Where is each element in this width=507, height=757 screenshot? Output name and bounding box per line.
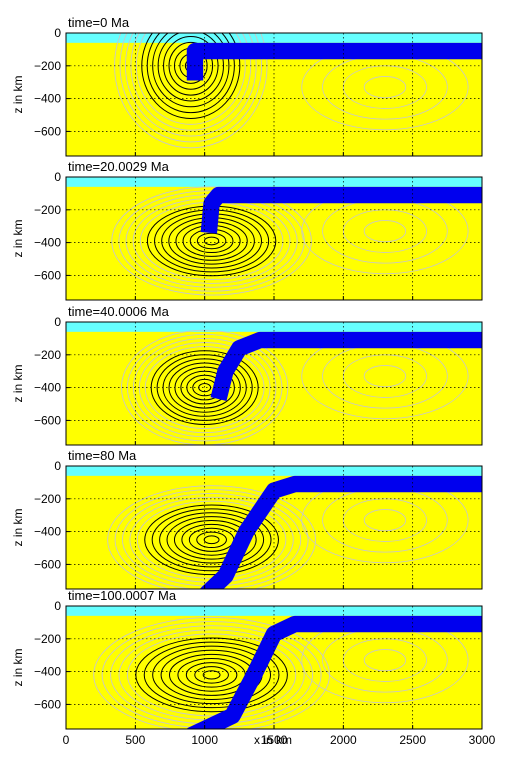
stream-contour — [141, 33, 241, 119]
stream-contour — [151, 508, 272, 572]
y-tick-label: −200 — [34, 59, 61, 73]
stream-contour — [196, 232, 227, 250]
stream-contour — [107, 485, 317, 589]
y-tick-label: −200 — [34, 203, 61, 217]
y-tick-label: −600 — [34, 557, 61, 571]
y-axis-label: z in km — [11, 648, 25, 686]
y-tick-label: 0 — [54, 459, 61, 473]
plot-area — [66, 177, 482, 300]
y-tick-label: −200 — [34, 632, 61, 646]
stream-contour — [185, 662, 238, 688]
stream-contour — [143, 641, 280, 709]
panel-title: time=20.0029 Ma — [68, 159, 170, 174]
stream-contour — [126, 633, 297, 717]
secondary-contour — [363, 509, 407, 532]
y-tick-label: −200 — [34, 348, 61, 362]
x-tick-label: 3000 — [469, 733, 496, 747]
x-tick-label: 2000 — [330, 733, 357, 747]
secondary-contour — [363, 76, 407, 99]
y-tick-label: 0 — [54, 170, 61, 184]
stream-contour — [196, 531, 227, 549]
panel-title: time=80 Ma — [68, 448, 137, 463]
plot-area — [66, 322, 482, 445]
y-tick-label: 0 — [54, 26, 61, 40]
y-axis-label: z in km — [11, 508, 25, 546]
plot-area — [66, 606, 482, 729]
x-tick-label: 1000 — [191, 733, 218, 747]
secondary-contour — [363, 220, 407, 243]
y-tick-label: −600 — [34, 124, 61, 138]
stream-contour — [166, 516, 257, 564]
panel-1: time=0 Ma 0 −200 −400 −600 z in km — [11, 15, 483, 157]
y-tick-label: 0 — [54, 599, 61, 613]
y-axis-label: z in km — [11, 364, 25, 402]
x-tick-label: 2500 — [399, 733, 426, 747]
panel-title: time=40.0006 Ma — [68, 304, 170, 319]
stream-contour — [135, 33, 246, 125]
stream-contour — [159, 512, 265, 568]
slab — [199, 475, 482, 589]
panel-3: time=40.0006 Ma 0 −200 −400 −600 z in km — [11, 304, 483, 446]
stream-contour — [203, 535, 220, 545]
y-axis-label: z in km — [11, 219, 25, 257]
x-tick-label: 500 — [125, 733, 145, 747]
panel-4: time=80 Ma 0 −200 −400 −600 z in km — [11, 448, 483, 590]
y-tick-label: −600 — [34, 697, 61, 711]
slab — [200, 186, 482, 234]
plot-area — [66, 466, 482, 589]
stream-contour — [202, 670, 221, 680]
secondary-contour — [342, 638, 427, 682]
stream-contour — [203, 236, 220, 246]
stream-contour — [135, 637, 288, 713]
stream-contour — [194, 666, 229, 684]
slab — [187, 615, 482, 729]
x-tick-label: 1500 — [261, 733, 288, 747]
y-tick-label: −400 — [34, 381, 61, 395]
stream-contour — [119, 33, 263, 143]
stream-contour — [168, 41, 214, 90]
stream-contour — [152, 33, 230, 108]
secondary-contour — [342, 65, 427, 109]
y-tick-label: −400 — [34, 525, 61, 539]
stream-contour — [152, 645, 272, 705]
x-tick-label: 0 — [63, 733, 70, 747]
stream-contour — [111, 186, 312, 296]
y-tick-label: −400 — [34, 92, 61, 106]
secondary-contour — [342, 498, 427, 542]
y-tick-label: −600 — [34, 268, 61, 282]
panel-5: time=100.0007 Ma 0 −200 −400 −600 0 500 1000 150… — [11, 588, 496, 747]
y-tick-label: 0 — [54, 315, 61, 329]
panel-title: time=0 Ma — [68, 15, 130, 30]
x-axis-label: x in km — [254, 733, 292, 747]
slab — [210, 331, 482, 402]
y-tick-label: −200 — [34, 492, 61, 506]
secondary-contour — [363, 649, 407, 672]
panel-2: time=20.0029 Ma 0 −200 −400 −600 z in km — [11, 159, 483, 301]
stream-contour — [144, 504, 279, 576]
y-tick-label: −400 — [34, 665, 61, 679]
panel-title: time=100.0007 Ma — [68, 588, 177, 603]
secondary-contour — [342, 354, 427, 398]
y-tick-label: −600 — [34, 413, 61, 427]
secondary-contour — [342, 209, 427, 253]
stream-contour — [114, 489, 309, 589]
y-axis-label: z in km — [11, 75, 25, 113]
secondary-contour — [363, 365, 407, 388]
stream-contour — [124, 33, 257, 137]
plot-area — [66, 33, 482, 156]
y-tick-label: −400 — [34, 236, 61, 250]
